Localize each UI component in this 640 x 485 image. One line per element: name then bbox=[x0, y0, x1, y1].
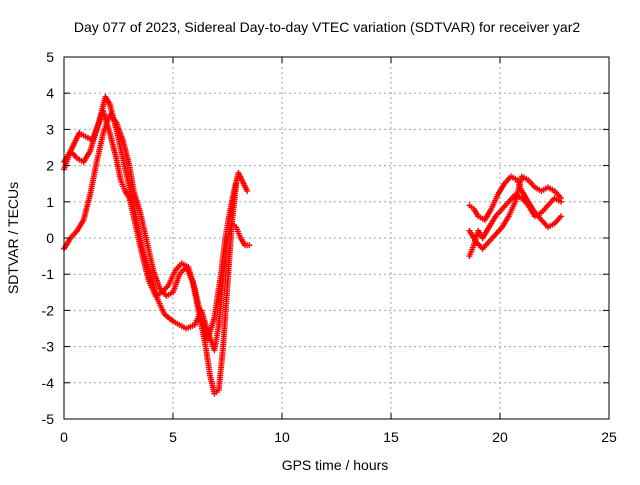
y-axis-title: SDTVAR / TECUs bbox=[5, 182, 21, 294]
x-axis-title: GPS time / hours bbox=[282, 457, 389, 473]
y-tick-label: 5 bbox=[46, 49, 54, 65]
series-track-F bbox=[466, 173, 565, 252]
x-tick-label: 15 bbox=[383, 429, 399, 445]
grid bbox=[64, 57, 609, 419]
y-tick-label: -3 bbox=[42, 339, 55, 355]
x-tick-label: 25 bbox=[601, 429, 617, 445]
x-tick-label: 0 bbox=[60, 429, 68, 445]
data-point bbox=[246, 242, 253, 249]
y-tick-label: -1 bbox=[42, 266, 55, 282]
x-tick-label: 10 bbox=[274, 429, 290, 445]
x-tick-label: 5 bbox=[169, 429, 177, 445]
y-tick-label: 3 bbox=[46, 121, 54, 137]
series-track-E bbox=[466, 173, 565, 231]
axis-ticks: 0 5 10 15 20 25 -5 -4 -3 -2 -1 0 1 2 3 4 5 bbox=[42, 49, 617, 445]
y-tick-label: 4 bbox=[46, 85, 54, 101]
chart-title: Day 077 of 2023, Sidereal Day-to-day VTE… bbox=[74, 19, 580, 35]
series-track-C bbox=[61, 108, 251, 343]
y-tick-label: 2 bbox=[46, 158, 54, 174]
data-point bbox=[558, 213, 565, 220]
y-tick-label: 1 bbox=[46, 194, 54, 210]
data-point bbox=[558, 195, 565, 202]
x-tick-label: 20 bbox=[492, 429, 508, 445]
data-points bbox=[61, 93, 565, 397]
y-tick-label: -2 bbox=[42, 302, 55, 318]
y-tick-label: -5 bbox=[42, 411, 55, 427]
series-track-B bbox=[61, 111, 240, 397]
y-tick-label: 0 bbox=[46, 230, 54, 246]
y-tick-label: -4 bbox=[42, 375, 55, 391]
data-point bbox=[244, 187, 251, 194]
